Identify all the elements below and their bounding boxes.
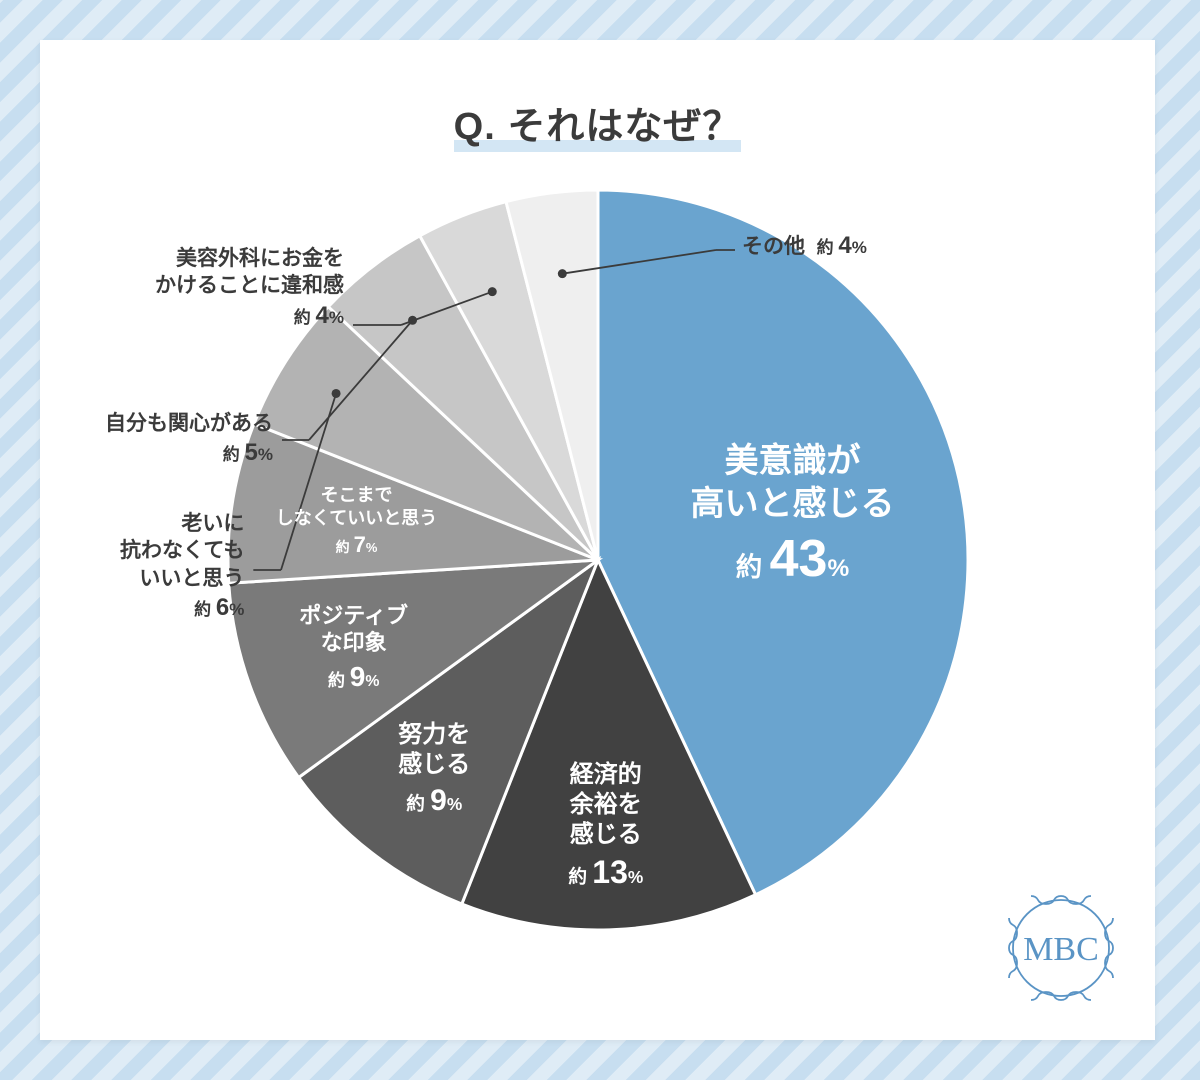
brand-logo: MBC: [995, 882, 1127, 1014]
content-card: Q. それはなぜ？ 美意識が高いと感じる約 43% 経済的余裕を感じる約 13% 努…: [40, 40, 1155, 1040]
leader-line: [562, 250, 716, 274]
slice-label: そこまでしなくていいと思う約 7%: [276, 484, 437, 559]
chart-title: Q. それはなぜ？: [454, 106, 742, 148]
brand-logo-text: MBC: [1023, 931, 1099, 968]
leader-line: [309, 320, 413, 440]
slice-label: 美意識が高いと感じる約 43%: [690, 440, 894, 592]
slice-label: 努力を感じる約 9%: [398, 720, 470, 820]
brand-logo-svg: MBC: [995, 882, 1127, 1014]
external-slice-label: 美容外科にお金をかけることに違和感約 4%: [155, 245, 344, 331]
external-slice-label: その他 約 4%: [742, 230, 867, 261]
slice-label: ポジティブな印象約 9%: [299, 602, 408, 694]
external-slice-label: 老いに抗わなくてもいいと思う約 6%: [120, 510, 244, 623]
background-stripes: Q. それはなぜ？ 美意識が高いと感じる約 43% 経済的余裕を感じる約 13% 努…: [0, 0, 1200, 1080]
slice-label: 経済的余裕を感じる約 13%: [568, 760, 643, 892]
leader-line: [401, 292, 492, 325]
external-slice-label: 自分も関心がある約 5%: [105, 410, 273, 468]
